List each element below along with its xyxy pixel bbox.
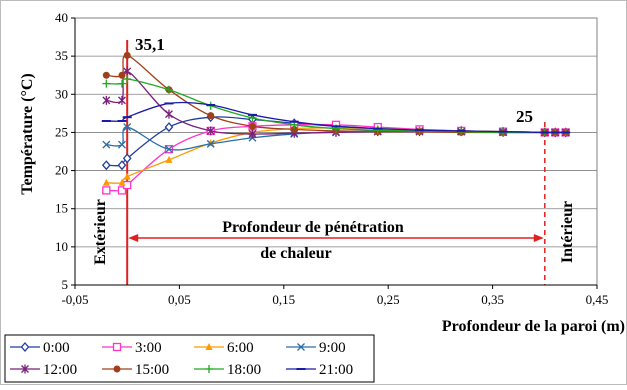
penetration-arrow-head-right <box>533 234 544 242</box>
legend-item: 18:00 <box>194 362 261 378</box>
legend-label: 3:00 <box>135 340 162 356</box>
legend-item: 3:00 <box>102 340 162 356</box>
data-point <box>102 140 111 149</box>
y-tick-label: 30 <box>55 86 68 101</box>
legend-marker <box>20 342 30 352</box>
data-point <box>164 122 174 133</box>
legend-marker <box>113 365 121 373</box>
data-point <box>165 155 173 163</box>
x-tick-label: 0,25 <box>377 292 400 307</box>
legend-label: 18:00 <box>227 362 261 378</box>
data-point <box>118 71 126 79</box>
data-point <box>373 126 382 135</box>
data-point <box>123 51 131 59</box>
interior-label: Intérieur <box>559 201 576 263</box>
x-axis-title: Profondeur de la paroi (m) <box>442 318 625 335</box>
data-point <box>206 139 215 148</box>
data-point <box>102 186 111 195</box>
data-point <box>102 95 111 105</box>
y-tick-label: 20 <box>55 163 68 178</box>
axes: 5 10 15 20 25 30 35 40 -0,05 0,05 0,15 0,25 0,35 0,45 <box>55 10 608 307</box>
data-point <box>123 123 132 132</box>
y-tick-label: 10 <box>55 239 68 254</box>
legend-marker <box>205 343 213 350</box>
data-point <box>102 71 110 79</box>
legend-label: 15:00 <box>135 362 169 378</box>
data-point <box>118 178 126 186</box>
y-axis-title: Température (°C) <box>19 73 36 194</box>
data-point <box>123 75 132 84</box>
legend: 0:00 3:00 6:00 9:00 12:00 15:00 18:00 21:00 <box>4 334 375 383</box>
penetration-arrow-head-left <box>128 234 139 242</box>
legend-label: 12:00 <box>43 362 77 378</box>
legend-item: 9:00 <box>286 340 346 356</box>
data-point <box>117 186 127 195</box>
end-value-label: 25 <box>516 107 533 126</box>
data-point <box>102 79 111 88</box>
y-tick-label: 15 <box>55 201 68 216</box>
legend-label: 6:00 <box>227 340 254 356</box>
legend-item: 0:00 <box>10 340 70 356</box>
y-tick-label: 5 <box>62 277 69 292</box>
data-point <box>122 153 132 164</box>
y-tick-label: 25 <box>55 124 68 139</box>
x-tick-label: 0,45 <box>586 292 609 307</box>
y-tick-label: 35 <box>55 48 68 63</box>
legend-label: 21:00 <box>319 362 353 378</box>
legend-marker <box>21 364 29 374</box>
data-point <box>206 126 215 136</box>
max-value-label: 35,1 <box>135 35 165 54</box>
legend-marker <box>205 365 213 373</box>
data-point <box>123 172 131 180</box>
series-layer <box>101 51 571 195</box>
legend-item: 15:00 <box>102 362 169 378</box>
data-point <box>118 95 126 105</box>
data-point <box>248 129 257 139</box>
exterior-label: Extérieur <box>92 199 109 265</box>
penetration-label-line2: de chaleur <box>260 245 332 262</box>
data-point <box>101 160 111 171</box>
legend-item: 21:00 <box>286 362 353 378</box>
legend-marker <box>112 342 122 352</box>
data-point <box>117 160 127 171</box>
legend-label: 9:00 <box>319 340 346 356</box>
series-21-00 <box>101 101 571 134</box>
data-point <box>165 109 173 119</box>
legend-item: 12:00 <box>10 362 77 378</box>
x-tick-label: 0,05 <box>168 292 191 307</box>
legend-marker <box>297 343 305 351</box>
x-tick-label: 0,35 <box>481 292 504 307</box>
data-point <box>118 140 126 149</box>
legend-box <box>4 334 375 383</box>
x-tick-label: -0,05 <box>61 292 88 307</box>
x-tick-label: 0,15 <box>272 292 295 307</box>
legend-label: 0:00 <box>43 340 70 356</box>
data-point <box>207 112 215 120</box>
data-point <box>290 125 298 133</box>
penetration-label-line1: Profondeur de pénétration <box>222 219 404 236</box>
data-point <box>165 145 173 154</box>
data-point <box>164 85 173 94</box>
labels: Température (°C) Profondeur de la paroi … <box>19 35 625 335</box>
data-point <box>117 79 126 88</box>
y-tick-label: 40 <box>55 10 68 25</box>
data-point <box>248 122 256 130</box>
legend-item: 6:00 <box>194 340 254 356</box>
data-point <box>102 178 110 186</box>
